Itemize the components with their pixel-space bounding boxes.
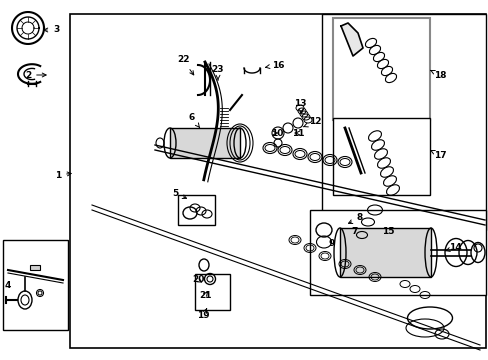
Text: 15: 15 — [381, 228, 393, 237]
Bar — [339, 228, 430, 277]
Text: 17: 17 — [430, 150, 446, 159]
Text: 12: 12 — [303, 117, 321, 127]
Bar — [195, 274, 229, 310]
Text: 18: 18 — [430, 70, 446, 80]
Bar — [321, 14, 485, 230]
Text: 6: 6 — [188, 113, 199, 127]
Bar — [332, 118, 429, 195]
Bar — [309, 210, 485, 295]
Text: 22: 22 — [176, 55, 193, 75]
Text: 2: 2 — [25, 71, 46, 80]
Polygon shape — [340, 23, 362, 56]
Bar — [170, 128, 240, 158]
Text: 4: 4 — [5, 280, 11, 289]
Text: 3: 3 — [44, 26, 59, 35]
Bar — [3, 240, 68, 330]
Bar — [178, 195, 215, 225]
Bar — [332, 18, 429, 120]
Text: 8: 8 — [348, 213, 363, 224]
Text: 16: 16 — [265, 60, 284, 69]
Text: 19: 19 — [196, 309, 209, 320]
Text: 9: 9 — [328, 239, 334, 248]
Text: 23: 23 — [211, 66, 224, 80]
Text: 7: 7 — [351, 228, 357, 237]
Text: 21: 21 — [198, 291, 211, 300]
Bar — [30, 265, 40, 270]
Text: 13: 13 — [293, 99, 305, 113]
Text: 5: 5 — [171, 189, 186, 198]
Bar — [70, 14, 485, 348]
Text: 14: 14 — [445, 243, 460, 252]
Text: 1: 1 — [55, 171, 71, 180]
Text: 10: 10 — [270, 129, 283, 138]
Text: 20: 20 — [191, 275, 204, 284]
Text: 11: 11 — [291, 129, 304, 138]
